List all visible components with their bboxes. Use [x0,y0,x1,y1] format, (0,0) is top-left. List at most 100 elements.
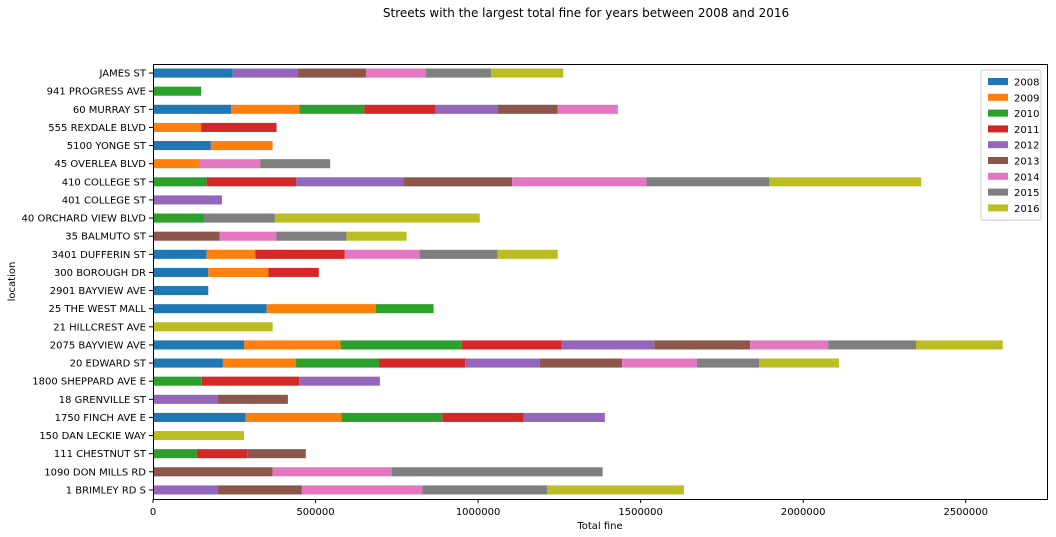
bar-2075-bayview-ave-2016 [915,340,1003,350]
bar-5100-yonge-st-2009 [210,141,273,151]
bar-45-overlea-blvd-2014 [199,159,261,169]
bar-1750-finch-ave-e-2011 [442,412,524,422]
bar-60-murray-st-2012 [435,104,498,114]
bar-3401-dufferin-st-2008 [153,249,207,259]
bar-25-the-west-mall-2008 [153,304,267,314]
bar-3401-dufferin-st-2016 [497,249,558,259]
bar-941-progress-ave-2010 [153,86,202,96]
y-tick-label-150-dan-leckie-way: 150 DAN LECKIE WAY [39,431,147,442]
bar-3401-dufferin-st-2015 [419,249,498,259]
chart-title: Streets with the largest total fine for … [383,6,789,20]
legend-label-2009: 2009 [1014,93,1039,104]
bar-2075-bayview-ave-2008 [153,340,245,350]
bar-60-murray-st-2011 [364,104,436,114]
bars-layer [153,68,1003,495]
bar-300-borough-dr-2011 [268,267,319,277]
legend-label-2013: 2013 [1014,157,1039,168]
x-tick-label-1500000: 1500000 [618,507,663,518]
bar-1-brimley-rd-s-2012 [153,485,219,495]
y-tick-label-21-hillcrest-ave: 21 HILLCREST AVE [53,322,146,333]
bar-james-st-2012 [232,68,298,78]
bar-1090-don-mills-rd-2015 [391,467,603,477]
bar-410-college-st-2010 [153,177,207,187]
bar-401-college-st-2012 [153,195,222,205]
bar-james-st-2014 [365,68,427,78]
bar-40-orchard-view-blvd-2016 [274,213,480,223]
legend-label-2016: 2016 [1014,204,1039,215]
y-tick-label-401-college-st: 401 COLLEGE ST [62,195,147,206]
y-tick-label-5100-yonge-st: 5100 YONGE ST [67,141,147,152]
bar-111-chestnut-st-2013 [247,449,306,459]
y-tick-label-35-balmuto-st: 35 BALMUTO ST [65,232,147,243]
x-axis-label: Total fine [576,521,622,532]
bar-1750-finch-ave-e-2012 [523,412,605,422]
bar-150-dan-leckie-way-2016 [153,431,245,441]
bar-555-rexdale-blvd-2011 [201,122,277,132]
bar-1090-don-mills-rd-2013 [153,467,273,477]
y-tick-label-410-college-st: 410 COLLEGE ST [62,177,147,188]
bar-20-edward-st-2016 [759,358,839,368]
bar-35-balmuto-st-2013 [153,231,220,241]
legend-swatch-2016 [988,204,1008,212]
y-tick-label-1750-finch-ave-e: 1750 FINCH AVE E [55,413,146,424]
plot-frame [153,64,1048,500]
y-tick-label-18-grenville-st: 18 GRENVILLE ST [59,395,147,406]
bar-45-overlea-blvd-2015 [260,159,331,169]
x-tick-label-1000000: 1000000 [456,507,501,518]
bar-2075-bayview-ave-2010 [340,340,462,350]
bar-james-st-2015 [426,68,492,78]
bar-1-brimley-rd-s-2014 [301,485,423,495]
bar-40-orchard-view-blvd-2010 [153,213,205,223]
bar-300-borough-dr-2009 [208,267,269,277]
bar-20-edward-st-2015 [696,358,760,368]
y-tick-label-555-rexdale-blvd: 555 REXDALE BLVD [48,123,146,134]
legend-swatch-2008 [988,78,1008,85]
y-tick-label-25-the-west-mall: 25 THE WEST MALL [49,304,147,315]
y-tick-label-60-murray-st: 60 MURRAY ST [73,105,147,116]
bar-555-rexdale-blvd-2009 [153,122,202,132]
bar-james-st-2016 [491,68,564,78]
bar-60-murray-st-2013 [497,104,558,114]
bar-5100-yonge-st-2008 [153,141,211,151]
bar-3401-dufferin-st-2009 [206,249,256,259]
y-axis: JAMES ST 941 PROGRESS AVE 60 MURRAY ST 555 … [22,69,153,496]
legend-swatch-2015 [988,188,1008,196]
bar-2075-bayview-ave-2015 [828,340,916,350]
y-tick-label-941-progress-ave: 941 PROGRESS AVE [47,87,146,98]
bar-410-college-st-2011 [206,177,297,187]
legend-label-2010: 2010 [1014,109,1039,120]
legend-swatch-2011 [988,125,1008,133]
legend-swatch-2014 [988,172,1008,180]
bar-20-edward-st-2012 [465,358,540,368]
y-tick-label-3401-dufferin-st: 3401 DUFFERIN ST [52,250,147,261]
bar-18-grenville-st-2012 [153,394,219,404]
bar-james-st-2013 [297,68,366,78]
bar-2075-bayview-ave-2009 [244,340,341,350]
bar-20-edward-st-2010 [296,358,379,368]
y-tick-label-1800-sheppard-ave-e: 1800 SHEPPARD AVE E [32,377,146,388]
bar-1090-don-mills-rd-2014 [272,467,392,477]
bar-20-edward-st-2013 [539,358,623,368]
bar-410-college-st-2012 [296,177,404,187]
bar-25-the-west-mall-2010 [375,304,434,314]
bar-21-hillcrest-ave-2016 [153,322,273,332]
bar-2075-bayview-ave-2013 [654,340,751,350]
bar-2075-bayview-ave-2012 [561,340,655,350]
legend-label-2012: 2012 [1014,141,1039,152]
bar-20-edward-st-2008 [153,358,223,368]
legend-swatch-2012 [988,141,1008,149]
bar-35-balmuto-st-2016 [346,231,407,241]
x-tick-label-0: 0 [150,507,156,518]
bar-60-murray-st-2008 [153,104,232,114]
bar-1-brimley-rd-s-2015 [422,485,548,495]
legend-box [980,69,1042,221]
x-axis: 0 500000 1000000 1500000 2000000 2500000 [150,499,988,518]
bar-111-chestnut-st-2011 [196,449,248,459]
bar-20-edward-st-2011 [378,358,466,368]
bar-18-grenville-st-2013 [218,394,288,404]
y-tick-label-45-overlea-blvd: 45 OVERLEA BLVD [55,159,147,170]
bar-1750-finch-ave-e-2009 [245,412,342,422]
legend-label-2014: 2014 [1014,172,1039,183]
bar-1800-sheppard-ave-e-2011 [201,376,300,386]
